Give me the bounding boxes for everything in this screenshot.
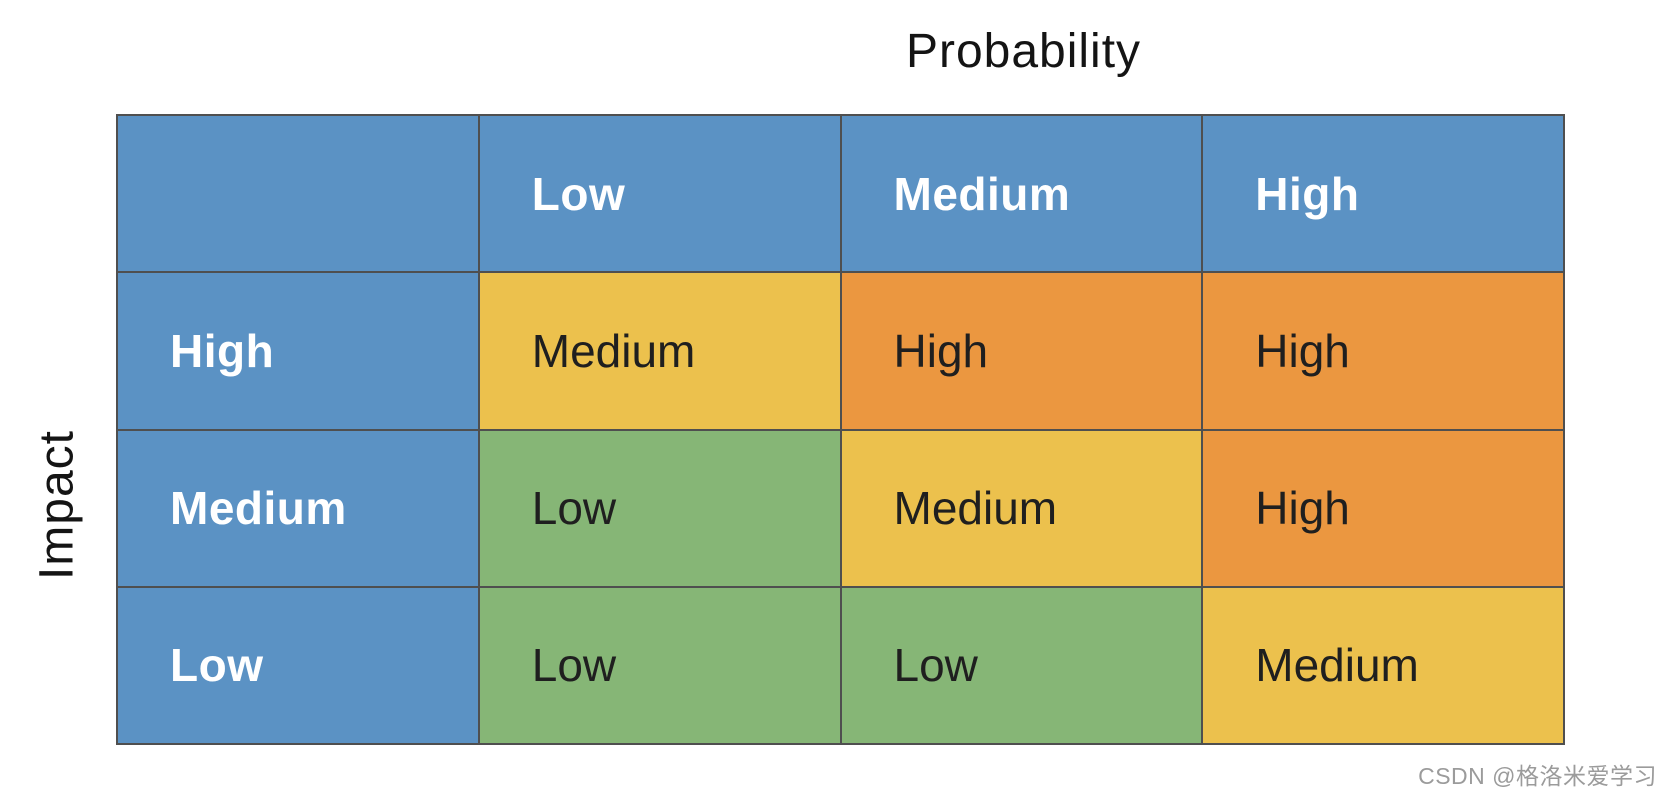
risk-cell-low-low: Low (477, 585, 842, 746)
column-header-medium: Medium (839, 113, 1204, 274)
probability-axis-title: Probability (905, 25, 1142, 78)
table-row-impact-medium: Medium Low Medium High (116, 428, 1565, 588)
table-row-impact-low: Low Low Low Medium (116, 585, 1565, 746)
risk-cell-medium-low: Low (477, 428, 842, 588)
header-row: Low Medium High (116, 113, 1565, 274)
column-header-low: Low (477, 113, 842, 274)
risk-cell-high-medium: High (839, 271, 1204, 431)
risk-cell-medium-medium: Medium (839, 428, 1204, 588)
risk-cell-high-high: High (1201, 271, 1565, 431)
table-row-impact-high: High Medium High High (116, 271, 1565, 431)
row-header-medium: Medium (116, 428, 480, 588)
column-header-high: High (1201, 113, 1565, 274)
csdn-watermark: CSDN @格洛米爱学习 (1418, 763, 1657, 789)
risk-cell-medium-high: High (1201, 428, 1565, 588)
risk-cell-low-high: Medium (1201, 585, 1565, 746)
corner-cell (116, 113, 480, 274)
risk-cell-low-medium: Low (839, 585, 1204, 746)
impact-axis-title: Impact (30, 429, 84, 581)
risk-matrix-table: Low Medium High High Medium High High Me… (116, 113, 1565, 746)
row-header-low: Low (116, 585, 480, 746)
risk-cell-high-low: Medium (477, 271, 842, 431)
row-header-high: High (116, 271, 480, 431)
